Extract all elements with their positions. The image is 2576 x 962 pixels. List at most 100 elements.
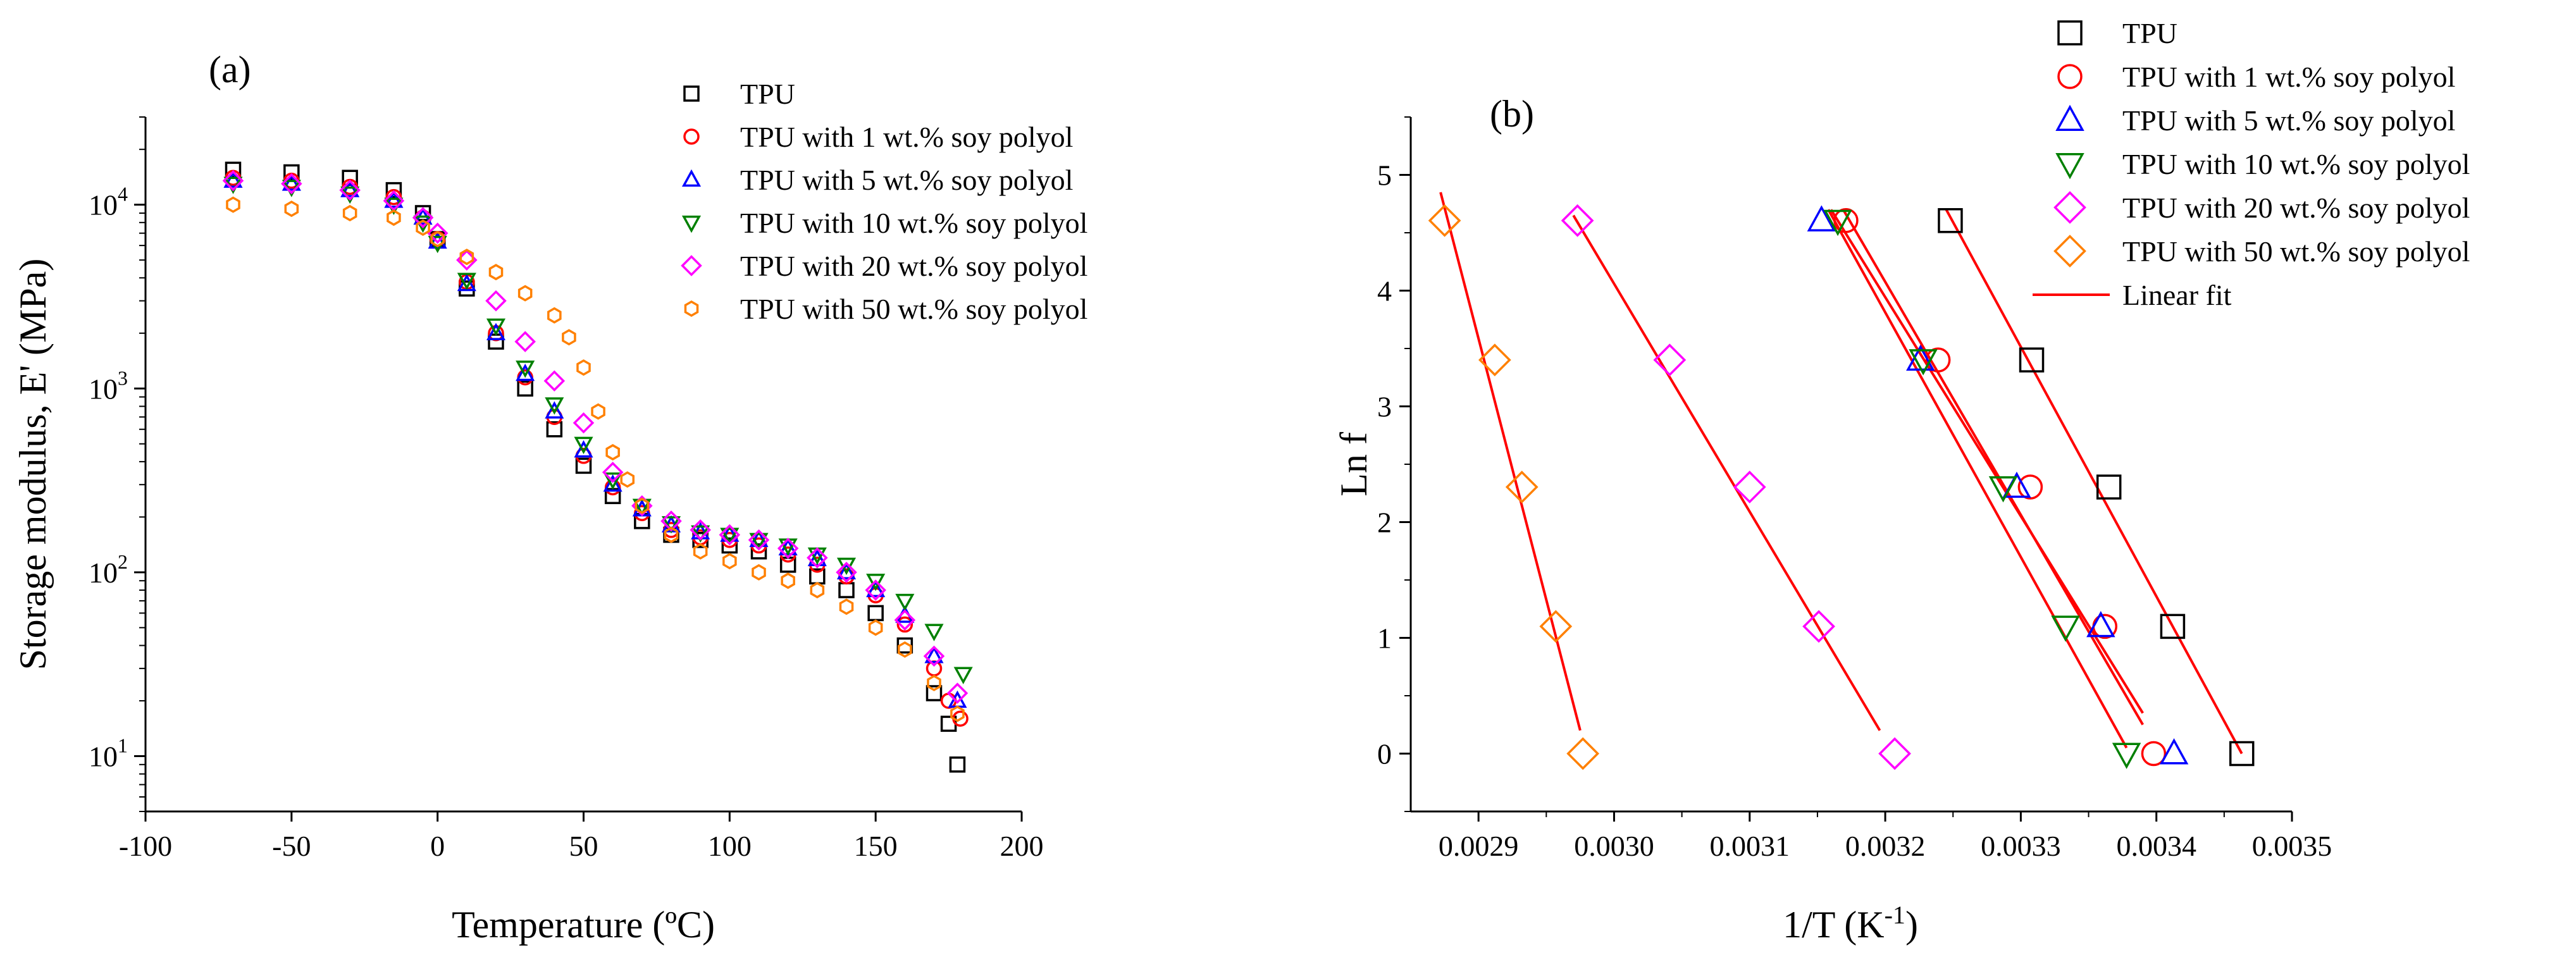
panel-b-legend-label-2: TPU with 5 wt.% soy polyol — [2122, 104, 2455, 137]
panel-b-point-s1 — [2017, 474, 2043, 500]
panel-a-point-s4 — [748, 529, 770, 551]
panel-b-y-tick-label: 5 — [1377, 159, 1392, 192]
panel-a-point-s5 — [752, 564, 766, 581]
panel-a-point-s5 — [226, 196, 240, 213]
panel-a-point-s0 — [949, 756, 966, 773]
panel-a-point-s4 — [865, 579, 886, 601]
panel-a-point-s4 — [777, 538, 799, 559]
panel-a-point-s4 — [719, 524, 741, 546]
panel-a-y-tick-label: 104 — [89, 183, 128, 221]
panel-a-chart: (a) -100 -50 0 50 100 150 200 101 102 103 104 Tem… — [12, 49, 1087, 946]
panel-b-legend-label-3: TPU with 10 wt.% soy polyol — [2122, 148, 2470, 180]
panel-a-point-s2 — [603, 474, 622, 492]
panel-a-point-s4 — [222, 170, 244, 192]
panel-a-point-s5 — [781, 572, 795, 589]
panel-a-point-s4 — [281, 173, 302, 195]
panel-a-point-s4 — [894, 609, 916, 631]
panel-b-point-s4 — [1802, 610, 1835, 643]
panel-b-point-s0 — [2019, 347, 2045, 373]
panel-a-point-s3 — [516, 361, 535, 378]
panel-a-point-s2 — [574, 440, 593, 458]
panel-b-fit-line-0 — [1945, 209, 2243, 755]
panel-b-x-tick-label: 0.0033 — [1981, 830, 2061, 862]
panel-a-label: (a) — [209, 49, 251, 90]
panel-b-point-s3 — [1909, 349, 1938, 376]
panel-a-legend-marker-2 — [681, 169, 702, 187]
panel-a-point-s0 — [385, 182, 402, 199]
panel-b-legend-label-5: TPU with 50 wt.% soy polyol — [2122, 235, 2470, 268]
panel-a-point-s5 — [387, 209, 401, 226]
panel-a-point-s3 — [574, 436, 593, 455]
panel-b-fit-lines — [1439, 192, 2243, 755]
panel-b-point-s5 — [1539, 610, 1573, 643]
panel-a-point-s0 — [721, 537, 738, 554]
panel-a-point-s2 — [516, 363, 535, 381]
panel-a-point-s5 — [547, 307, 562, 324]
panel-a-y-tick-label: 102 — [89, 550, 128, 589]
panel-b-point-s2 — [2159, 738, 2189, 765]
panel-b-point-s1 — [1833, 208, 1859, 233]
panel-a-point-s2 — [428, 231, 447, 249]
panel-a-point-s3 — [924, 624, 944, 641]
panel-b-fit-line-1 — [1842, 209, 2144, 725]
panel-b-x-axis-title-end: ) — [1905, 904, 1918, 946]
panel-a-legend-label-1: TPU with 1 wt.% soy polyol — [740, 121, 1073, 153]
panel-a-point-s3 — [953, 667, 973, 684]
panel-a-point-s0 — [750, 543, 767, 560]
panel-a-point-s0 — [546, 421, 563, 438]
panel-a-point-s5 — [430, 231, 445, 248]
panel-b-fit-line-5 — [1439, 192, 1582, 731]
panel-a-x-axis-title: Temperature (ºC) — [452, 904, 715, 946]
panel-a-point-s2 — [223, 170, 243, 188]
panel-a-y-ticks: 101 102 103 104 — [89, 116, 146, 812]
panel-a-point-s0 — [225, 161, 242, 178]
panel-a-legend-marker-1 — [683, 128, 700, 145]
panel-a-point-s5 — [950, 705, 965, 722]
panel-b-y-ticks: 0 1 2 3 4 5 — [1377, 116, 1411, 812]
panel-a-x-tick-label: 50 — [569, 830, 598, 862]
panel-b-label: (b) — [1490, 93, 1534, 135]
panel-a-point-s1 — [896, 616, 913, 633]
panel-a-legend-label-5: TPU with 50 wt.% soy polyol — [740, 293, 1087, 325]
panel-b-x-tick-label: 0.0031 — [1710, 830, 1790, 862]
panel-a-x-tick-label: 200 — [1000, 830, 1044, 862]
panel-a-point-s3 — [603, 472, 622, 490]
panel-a-point-s2 — [545, 401, 564, 419]
panel-b-point-s0 — [2160, 614, 2186, 639]
panel-a-point-s1 — [926, 660, 943, 677]
panel-b-point-s2 — [2086, 611, 2115, 638]
panel-b-y-axis-title: Ln f — [1333, 432, 1375, 496]
panel-b-point-s5 — [1428, 204, 1461, 237]
panel-b-x-tick-label: 0.0032 — [1845, 830, 1926, 862]
panel-a-point-s4 — [690, 519, 711, 541]
panel-a-point-s5 — [693, 543, 708, 560]
panel-a-x-tick-label: 150 — [854, 830, 898, 862]
panel-a-point-s4 — [573, 412, 595, 434]
panel-a-point-s4 — [412, 207, 434, 228]
panel-a-x-ticks: -100 -50 0 50 100 150 200 — [119, 811, 1044, 862]
panel-b-x-ticks: 0.0029 0.0030 0.0031 0.0032 0.0033 0.0034 0.00… — [1439, 811, 2332, 862]
panel-a-point-s2 — [807, 548, 827, 567]
panel-b-legend-marker-2 — [2055, 104, 2084, 132]
panel-a-point-s0 — [342, 170, 358, 186]
panel-b-y-tick-label: 3 — [1377, 391, 1392, 423]
panel-b-x-axis-title-main: 1/T (K — [1783, 904, 1885, 946]
panel-b-x-axis-title-sup: -1 — [1885, 901, 1905, 929]
panel-a-point-s4 — [426, 222, 449, 244]
panel-a-point-s3 — [866, 574, 886, 591]
panel-a-point-s2 — [836, 562, 857, 579]
panel-b-legend-marker-0 — [2057, 20, 2083, 46]
panel-a-legend-label-3: TPU with 10 wt.% soy polyol — [740, 207, 1087, 239]
panel-a-point-s3 — [720, 527, 740, 545]
panel-b-legend-label-4: TPU with 20 wt.% soy polyol — [2122, 192, 2470, 224]
panel-a-x-tick-label: -50 — [272, 830, 311, 862]
panel-b-legend-marker-5 — [2053, 235, 2086, 268]
panel-b-data-points — [1428, 204, 2255, 770]
panel-a-point-s0 — [575, 457, 592, 474]
panel-a-point-s5 — [868, 619, 883, 636]
panel-a-point-s4 — [946, 682, 969, 704]
panel-b-y-tick-label: 0 — [1377, 738, 1392, 770]
panel-b-x-axis-title: 1/T (K-1) — [1783, 901, 1918, 946]
panel-b-point-s3 — [2112, 743, 2141, 769]
